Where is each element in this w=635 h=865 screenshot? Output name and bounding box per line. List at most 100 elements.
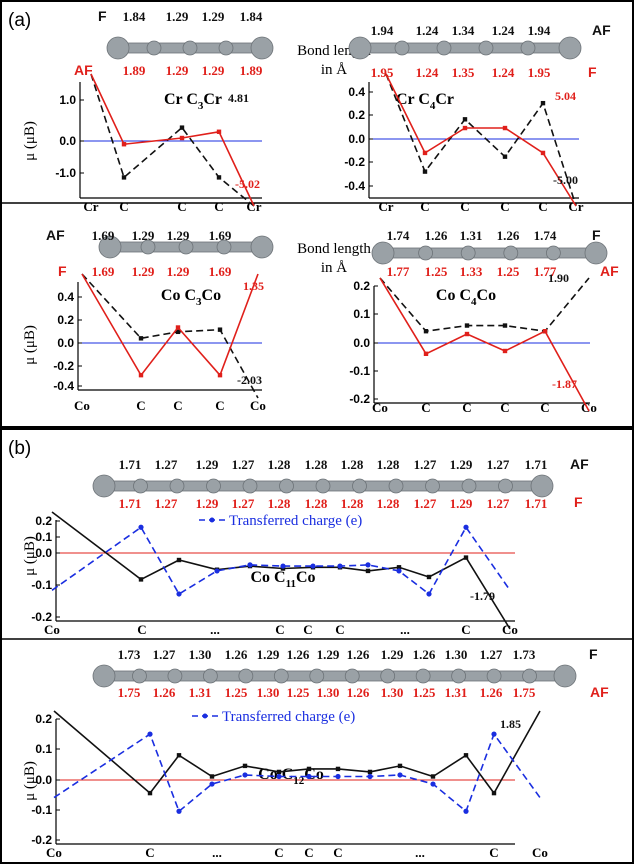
data-point — [422, 150, 428, 156]
bond-length-bottom: 1.27 — [155, 496, 178, 511]
molecule-formula: Cr C4Cr — [396, 91, 454, 112]
carbon-atom — [133, 478, 148, 494]
bond-length-bottom: 1.25 — [497, 264, 520, 279]
carbon-atom — [460, 245, 476, 261]
data-point — [463, 555, 469, 560]
bond-length-bottom: 1.28 — [268, 496, 291, 511]
data-point — [396, 568, 402, 574]
bond-length-bottom: 1.29 — [166, 63, 189, 78]
x-tick-label: C — [214, 199, 223, 214]
bond-length-bottom: 1.77 — [387, 264, 410, 279]
carbon-atom — [202, 668, 218, 684]
panel-CoC3Co: AF F 1.69 1.29 1.29 1.69 1.69 1.29 1.29 1.69 0.4 0.… — [22, 227, 274, 413]
metal-atom — [250, 36, 274, 60]
data-point — [306, 766, 312, 772]
y-tick-label: -0.2 — [344, 155, 365, 169]
data-point — [491, 731, 497, 737]
data-point — [462, 125, 468, 131]
x-tick-label: C — [461, 622, 470, 637]
x-tick-label: Co — [250, 398, 266, 413]
bond-length-bottom: 1.29 — [196, 496, 219, 511]
y-tick-label: 0.2 — [348, 108, 365, 122]
bond-length-top: 1.34 — [452, 23, 475, 38]
data-point — [540, 100, 546, 106]
panel-CoC4Co: F AF 1.74 1.26 1.31 1.26 1.74 1.77 1.25 1.33 1.25 1… — [349, 227, 619, 415]
offscale-value-label: -1.87 — [552, 377, 577, 391]
data-point — [176, 808, 182, 814]
bond-length-bottom: 1.28 — [377, 496, 400, 511]
data-point — [367, 769, 373, 775]
bond-length-bottom: 1.30 — [317, 685, 340, 700]
data-point — [502, 348, 508, 354]
bond-length-top: 1.69 — [209, 228, 232, 243]
carbon-atom — [178, 239, 194, 255]
bond-length-top: 1.26 — [287, 647, 310, 662]
carbon-atom — [132, 668, 147, 684]
bond-length-bottom: 1.28 — [305, 496, 328, 511]
carbon-atom — [279, 478, 294, 494]
data-point — [209, 781, 215, 787]
bond-length-bottom: 1.27 — [414, 496, 437, 511]
carbon-atom — [425, 478, 440, 494]
data-point — [242, 763, 248, 769]
panels-layer: F AF 1.84 1.29 1.29 1.84 1.89 1.29 1.29 1.89 1.0 0.… — [22, 8, 619, 860]
order-tag-bottom: AF — [600, 263, 619, 279]
data-point — [247, 562, 253, 568]
x-tick-label: C — [303, 622, 312, 637]
data-point — [335, 766, 341, 772]
offscale-value-label: 1.35 — [243, 279, 264, 293]
y-axis-label: μ (μB) — [22, 761, 38, 801]
metal-atom — [92, 474, 116, 498]
panel-CoC11Co: AF F 1.71 1.27 1.29 1.27 1.28 1.28 1.28 1.28 1.27 1… — [22, 456, 589, 637]
bond-length-bottom: 1.27 — [487, 496, 510, 511]
data-point — [397, 763, 403, 769]
y-tick-label: 0.2 — [353, 279, 370, 293]
y-tick-label: -0.4 — [344, 179, 365, 193]
y-axis-label: μ (μB) — [22, 121, 38, 161]
x-tick-label: ... — [400, 622, 410, 637]
x-tick-label: C — [540, 400, 549, 415]
carbon-atom — [146, 40, 162, 56]
x-tick-label: Co — [502, 622, 518, 637]
bond-length-top: 1.73 — [118, 647, 141, 662]
bond-length-bottom: 1.25 — [425, 264, 448, 279]
data-point — [176, 591, 182, 597]
x-tick-label: C — [275, 622, 284, 637]
data-point — [216, 175, 222, 180]
bond-length-caption-2a: Bond length — [297, 241, 371, 257]
offscale-value-label: 5.04 — [555, 89, 576, 103]
data-point — [430, 781, 436, 787]
y-tick-label: -0.2 — [31, 833, 52, 847]
data-point — [542, 329, 548, 334]
section-label-b: (b) — [8, 438, 31, 459]
data-point — [138, 372, 144, 378]
bond-length-bottom: 1.31 — [445, 685, 468, 700]
data-point — [463, 808, 469, 814]
data-point — [121, 142, 127, 147]
data-point — [464, 323, 470, 328]
y-tick-label: 0.2 — [35, 514, 52, 528]
bond-length-bottom: 1.27 — [232, 496, 255, 511]
x-tick-label: Cr — [568, 199, 583, 214]
bond-length-bottom: 1.29 — [202, 63, 225, 78]
metal-atom — [553, 664, 577, 688]
bond-length-bottom: 1.71 — [119, 496, 142, 511]
bond-length-bottom: 1.75 — [513, 685, 536, 700]
carbon-atom — [418, 245, 434, 261]
bond-length-bottom: 1.29 — [132, 264, 155, 279]
carbon-atom — [388, 478, 404, 494]
data-point — [209, 774, 215, 779]
data-point — [138, 577, 144, 582]
data-point — [491, 790, 497, 796]
offscale-value-label: -2.03 — [237, 373, 262, 387]
bond-length-top: 1.24 — [416, 23, 439, 38]
carbon-atom — [415, 668, 431, 684]
bond-length-bottom: 1.95 — [528, 65, 551, 80]
bond-length-top: 1.73 — [513, 647, 536, 662]
y-tick-label: -1.0 — [55, 166, 76, 180]
data-point — [463, 753, 469, 758]
x-tick-label: C — [538, 199, 547, 214]
x-tick-label: C — [462, 400, 471, 415]
y-tick-label: -0.1 — [31, 803, 52, 817]
